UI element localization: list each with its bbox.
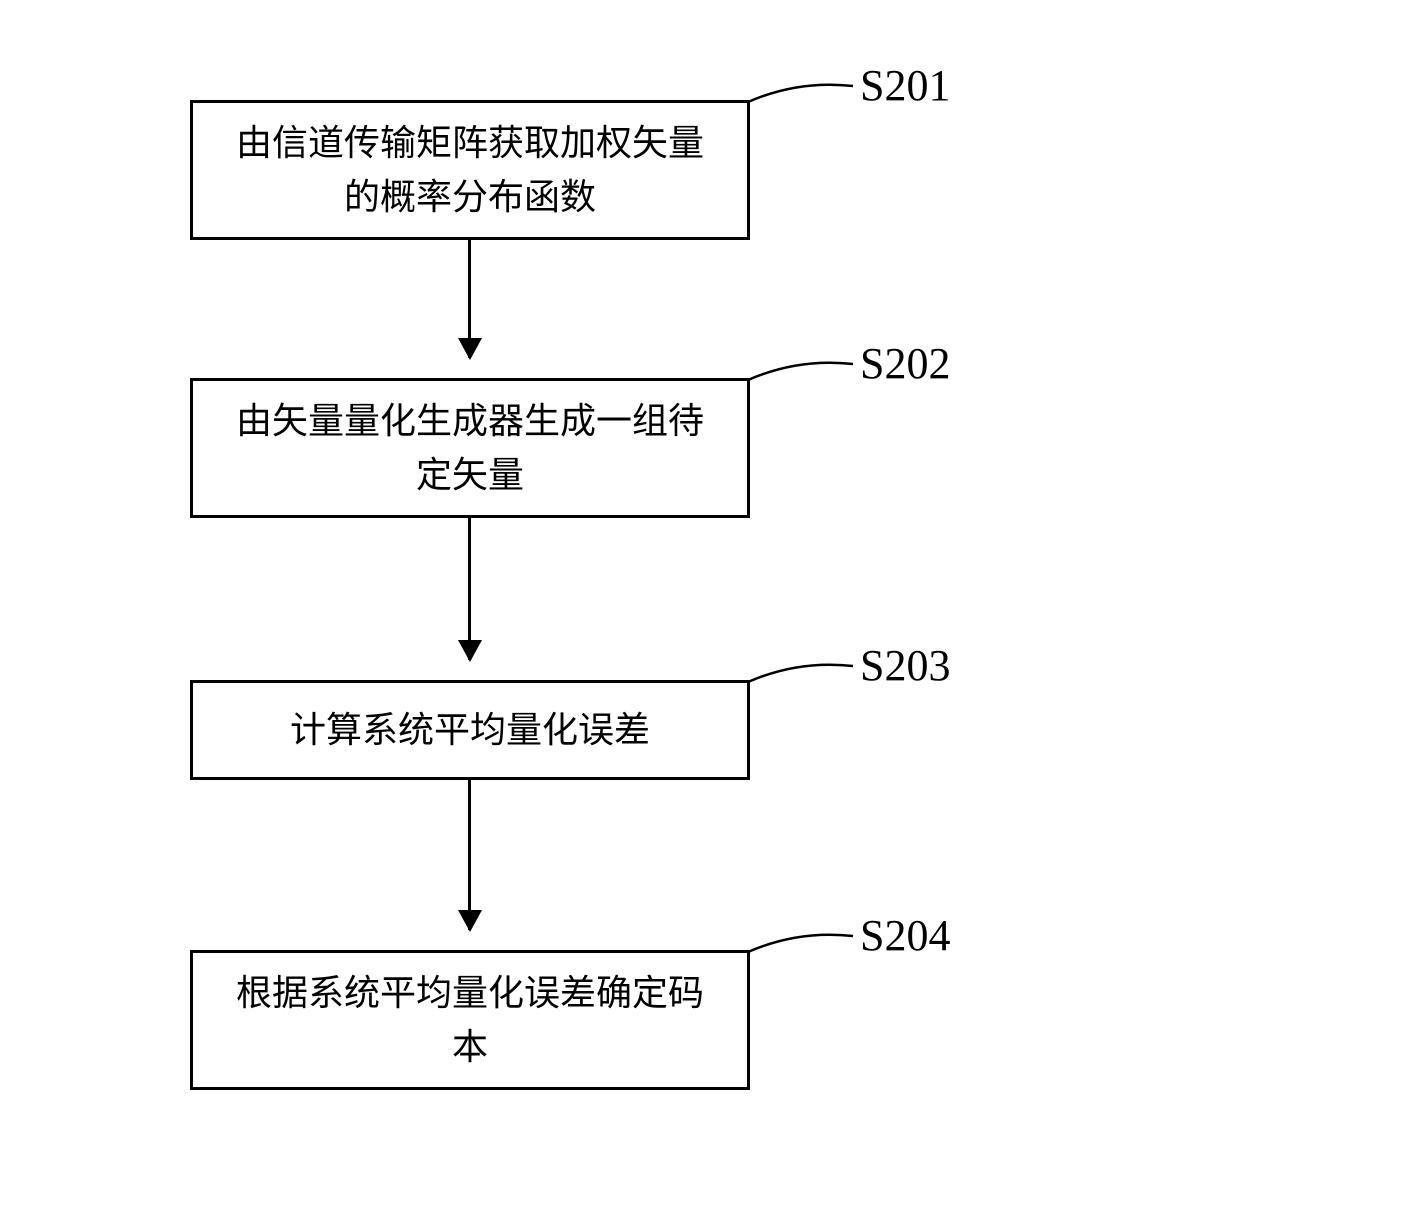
connector-s202	[748, 358, 858, 388]
flowchart-arrow-3	[468, 780, 471, 930]
node-text: 计算系统平均量化误差	[290, 703, 650, 757]
connector-s203	[748, 660, 858, 690]
step-label-s202: S202	[860, 338, 950, 389]
flowchart-arrow-1	[468, 240, 471, 358]
flowchart-node-s201: 由信道传输矩阵获取加权矢量的概率分布函数	[190, 100, 750, 240]
node-text: 由信道传输矩阵获取加权矢量的概率分布函数	[223, 116, 717, 224]
flowchart-arrow-2	[468, 518, 471, 660]
flowchart-node-s204: 根据系统平均量化误差确定码本	[190, 950, 750, 1090]
node-text: 根据系统平均量化误差确定码本	[223, 966, 717, 1074]
flowchart-node-s203: 计算系统平均量化误差	[190, 680, 750, 780]
node-text: 由矢量量化生成器生成一组待定矢量	[223, 394, 717, 502]
flowchart-node-s202: 由矢量量化生成器生成一组待定矢量	[190, 378, 750, 518]
step-label-s204: S204	[860, 910, 950, 961]
connector-s204	[748, 930, 858, 960]
connector-s201	[748, 80, 858, 110]
step-label-s201: S201	[860, 60, 950, 111]
step-label-s203: S203	[860, 640, 950, 691]
